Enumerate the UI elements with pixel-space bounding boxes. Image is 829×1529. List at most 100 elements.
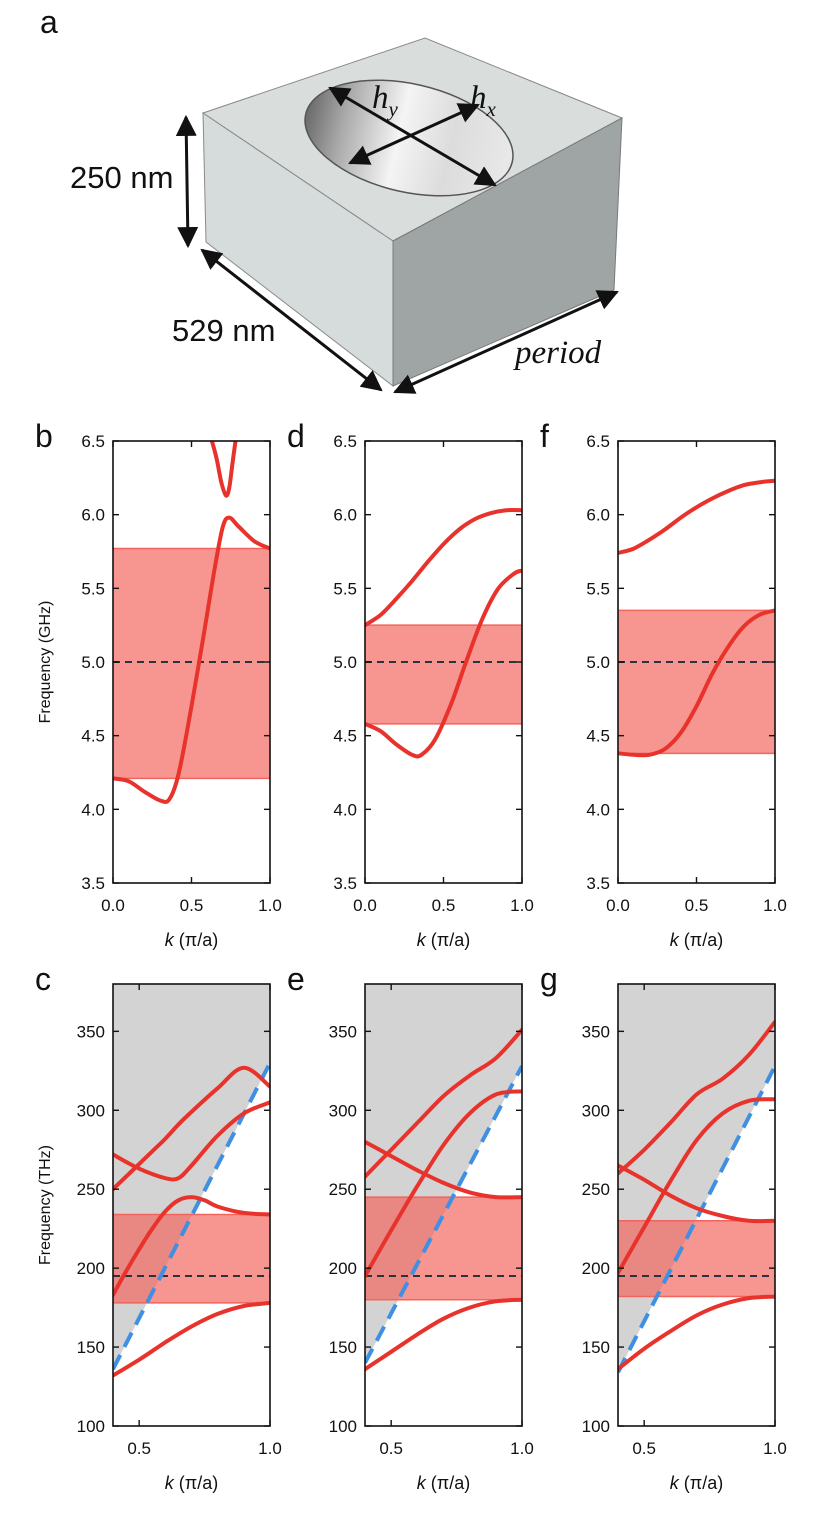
- y-tick-label: 250: [582, 1180, 610, 1199]
- series-band-2: [618, 1097, 775, 1275]
- series-band-2: [365, 508, 522, 628]
- y-tick-label: 5.5: [333, 579, 357, 598]
- x-tick-label: 1.0: [258, 896, 282, 915]
- y-axis-label: Frequency (GHz): [37, 601, 54, 724]
- x-tick-label: 0.5: [632, 1439, 656, 1458]
- x-tick-label: 0.0: [606, 896, 630, 915]
- plot-frame: [364, 983, 523, 1427]
- period-label: period: [513, 335, 602, 371]
- y-tick-label: 6.5: [81, 432, 105, 451]
- y-tick-label: 350: [329, 1022, 357, 1041]
- plot-frame: [112, 983, 271, 1427]
- band-gap-region: [113, 548, 270, 779]
- plot-area: [365, 984, 522, 1372]
- y-tick-label: 5.0: [586, 653, 610, 672]
- series-band-1: [113, 515, 270, 804]
- x-tick-label: 0.5: [432, 896, 456, 915]
- y-tick-label: 6.0: [333, 506, 357, 525]
- series-band-1: [365, 1297, 522, 1372]
- y-tick-label: 250: [77, 1180, 105, 1199]
- panel-letter-e: e: [287, 961, 305, 997]
- dimension-arrows: [175, 86, 619, 394]
- y-tick-label: 100: [329, 1417, 357, 1436]
- y-tick-label: 6.5: [586, 432, 610, 451]
- x-tick-label: 0.5: [685, 896, 709, 915]
- panel-letter-b: b: [35, 418, 53, 454]
- x-tick-label: 1.0: [763, 1439, 787, 1458]
- panel-letter-a: a: [40, 4, 58, 40]
- series-band-2: [209, 441, 238, 498]
- panel-letter-g: g: [540, 961, 558, 997]
- y-tick-label: 100: [77, 1417, 105, 1436]
- series-band-1: [618, 1294, 775, 1372]
- width-label: 529 nm: [172, 313, 275, 348]
- series-band-4: [618, 1163, 775, 1224]
- y-tick-label: 200: [329, 1259, 357, 1278]
- chart-f: 3.5 4.0 4.5 5.0 5.5 6.0 6.5 0.0 0.5 1.0 k (π/a) f: [540, 418, 787, 950]
- y-tick-label: 350: [77, 1022, 105, 1041]
- y-tick-label: 4.0: [333, 800, 357, 819]
- height-label: 250 nm: [70, 160, 173, 195]
- hx-arrow: [348, 103, 480, 165]
- x-axis-label: k (π/a): [670, 1473, 723, 1493]
- series-band-3: [365, 1027, 522, 1179]
- y-tick-label: 6.0: [81, 506, 105, 525]
- x-tick-label: 1.0: [510, 1439, 534, 1458]
- y-tick-label: 4.5: [81, 727, 105, 746]
- y-tick-label: 150: [329, 1338, 357, 1357]
- x-axis-label: k (π/a): [165, 930, 218, 950]
- y-tick-label: 3.5: [586, 874, 610, 893]
- x-tick-label: 0.5: [127, 1439, 151, 1458]
- y-tick-label: 3.5: [333, 874, 357, 893]
- series-band-1: [618, 608, 775, 758]
- series-band-3: [618, 1019, 775, 1176]
- series-band-1: [113, 1300, 270, 1378]
- y-tick-label: 150: [582, 1338, 610, 1357]
- chart-b: 3.5 4.0 4.5 5.0 5.5 6.0 6.5 0.0 0.5 1.0 k (π/a) Fre…: [35, 418, 282, 950]
- hx-label: hx: [470, 80, 497, 121]
- y-tick-label: 300: [582, 1101, 610, 1120]
- series-band-3: [113, 1065, 270, 1192]
- y-tick-label: 6.0: [586, 506, 610, 525]
- width-arrow: [200, 248, 383, 392]
- x-tick-label: 0.0: [353, 896, 377, 915]
- chart-d: 3.5 4.0 4.5 5.0 5.5 6.0 6.5 0.0 0.5 1.0 k (π/a) d: [287, 418, 534, 950]
- plot-area: [365, 508, 522, 759]
- series-band-4: [113, 1100, 270, 1182]
- y-tick-label: 300: [77, 1101, 105, 1120]
- y-tick-label: 4.5: [333, 727, 357, 746]
- x-tick-label: 1.0: [763, 896, 787, 915]
- x-tick-label: 1.0: [510, 896, 534, 915]
- y-tick-label: 350: [582, 1022, 610, 1041]
- panel-letter-f: f: [540, 418, 549, 454]
- plot-area: [618, 478, 775, 758]
- x-tick-label: 0.0: [101, 896, 125, 915]
- x-axis-label: k (π/a): [417, 930, 470, 950]
- series-band-2: [365, 1089, 522, 1278]
- y-tick-label: 200: [582, 1259, 610, 1278]
- light-line: [365, 1065, 522, 1364]
- x-tick-label: 1.0: [258, 1439, 282, 1458]
- panel-letter-d: d: [287, 418, 305, 454]
- x-axis-label: k (π/a): [670, 930, 723, 950]
- panel-letter-c: c: [35, 961, 51, 997]
- hy-label: hy: [372, 80, 399, 121]
- band-gap-region: [113, 1214, 270, 1303]
- period-arrow: [393, 290, 619, 394]
- light-line: [618, 1065, 775, 1374]
- y-tick-label: 5.0: [333, 653, 357, 672]
- y-tick-label: 100: [582, 1417, 610, 1436]
- plot-area: [113, 984, 270, 1378]
- chart-g: 100 150 200 250 300 350 0.5 1.0 k (π/a) g: [540, 961, 787, 1493]
- plot-area: [618, 984, 775, 1374]
- y-tick-label: 4.5: [586, 727, 610, 746]
- y-tick-label: 300: [329, 1101, 357, 1120]
- y-tick-label: 4.0: [586, 800, 610, 819]
- band-gap-region: [618, 610, 775, 754]
- series-band-1: [365, 568, 522, 759]
- series-band-2: [618, 478, 775, 555]
- plot-frame: [617, 983, 776, 1427]
- y-tick-label: 5.0: [81, 653, 105, 672]
- y-tick-label: 4.0: [81, 800, 105, 819]
- y-tick-label: 5.5: [81, 579, 105, 598]
